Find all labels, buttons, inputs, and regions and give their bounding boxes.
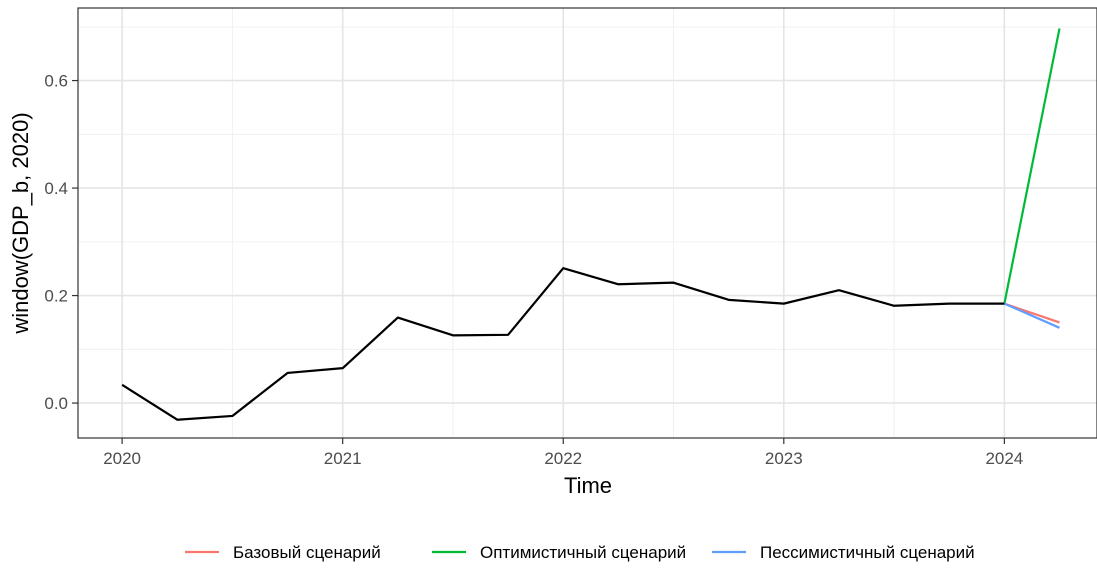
legend-label: Базовый сценарий — [233, 543, 381, 562]
plot-panel-border — [77, 7, 1097, 439]
series-line — [1003, 28, 1061, 304]
series-lines — [121, 28, 1061, 421]
legend: Базовый сценарий Оптимистичный сценарий Пе… — [185, 543, 975, 562]
legend-label: Оптимистичный сценарий — [480, 543, 686, 562]
historical-line — [121, 267, 1005, 421]
x-tick-label: 2023 — [765, 449, 803, 468]
y-axis: 0.0 0.2 0.4 0.6 — [44, 72, 78, 413]
x-tick-label: 2022 — [544, 449, 582, 468]
series-line — [1003, 302, 1060, 329]
legend-label: Пессимистичный сценарий — [760, 543, 975, 562]
plot-background — [78, 8, 1097, 438]
y-tick-label: 0.6 — [44, 72, 68, 91]
x-tick-label: 2020 — [103, 449, 141, 468]
x-axis: 2020 2021 2022 2023 2024 — [103, 438, 1023, 468]
y-axis-title: window(GDP_b, 2020) — [8, 112, 33, 334]
x-tick-label: 2024 — [985, 449, 1023, 468]
y-tick-label: 0.0 — [44, 394, 68, 413]
y-tick-label: 0.4 — [44, 179, 68, 198]
x-axis-title: Time — [564, 473, 612, 498]
minor-grid — [78, 8, 1097, 438]
y-tick-label: 0.2 — [44, 287, 68, 306]
x-tick-label: 2021 — [324, 449, 362, 468]
